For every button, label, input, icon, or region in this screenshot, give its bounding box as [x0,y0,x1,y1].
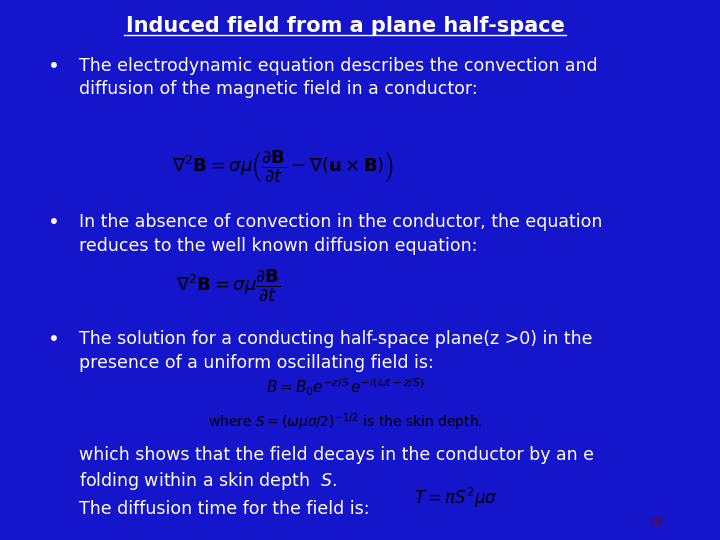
Text: 28: 28 [647,516,663,529]
Text: •: • [48,213,60,232]
Text: The electrodynamic equation describes the convection and
diffusion of the magnet: The electrodynamic equation describes th… [79,57,598,98]
Text: The solution for a conducting half-space plane(z >0) in the
presence of a unifor: The solution for a conducting half-space… [79,330,593,372]
Text: •: • [48,330,60,349]
Text: Induced field from a plane half-space: Induced field from a plane half-space [126,16,564,36]
Text: which shows that the field decays in the conductor by an e
folding within a skin: which shows that the field decays in the… [79,446,595,492]
Text: The diffusion time for the field is:: The diffusion time for the field is: [79,500,370,517]
Text: In the absence of convection in the conductor, the equation
reduces to the well : In the absence of convection in the cond… [79,213,603,255]
Text: •: • [48,57,60,76]
